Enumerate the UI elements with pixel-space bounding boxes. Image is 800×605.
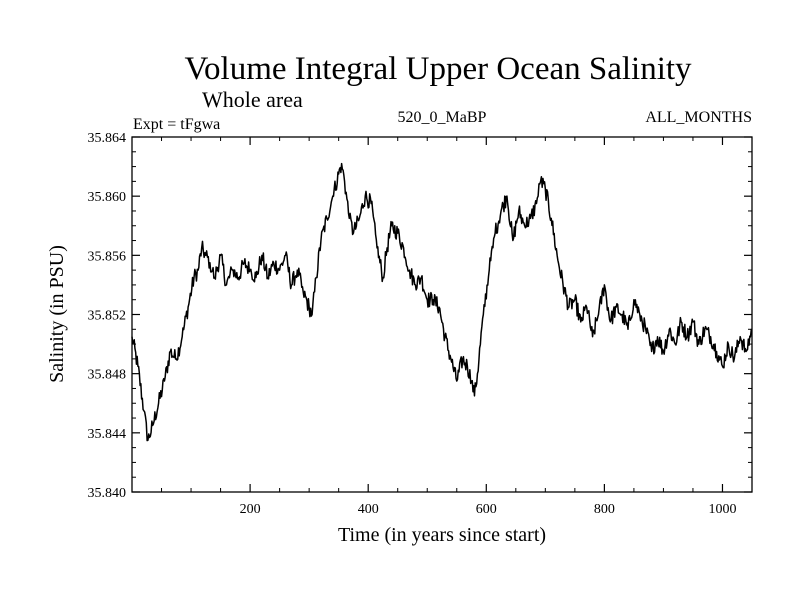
y-tick-label: 35.840 [88,486,127,501]
y-tick-label: 35.848 [88,368,127,383]
y-tick-label: 35.860 [88,190,127,205]
y-tick-label: 35.864 [88,131,127,146]
series-line-salinity [131,162,753,442]
x-tick-label: 1000 [708,502,736,517]
y-tick-label: 35.856 [88,249,127,264]
y-tick-label: 35.844 [88,427,127,442]
y-tick-label: 35.852 [88,309,127,324]
series-layer [131,162,753,442]
experiment-label: Expt = tFgwa [133,116,220,133]
chart-subtitle: Whole area [202,87,303,112]
plot-frame [131,136,753,493]
x-tick-label: 600 [476,502,497,517]
x-tick-label: 400 [358,502,379,517]
y-axis-label: Salinity (in PSU) [46,245,68,383]
x-tick-label: 800 [594,502,615,517]
period-label: 520_0_MaBP [398,109,487,126]
chart-title: Volume Integral Upper Ocean Salinity [184,51,692,87]
months-label: ALL_MONTHS [645,109,752,126]
x-axis-label: Time (in years since start) [338,524,546,546]
ticks-layer: 200 400 600 800 1000 35.840 35.844 35.848 35.852… [88,131,753,517]
x-tick-label: 200 [240,502,261,517]
